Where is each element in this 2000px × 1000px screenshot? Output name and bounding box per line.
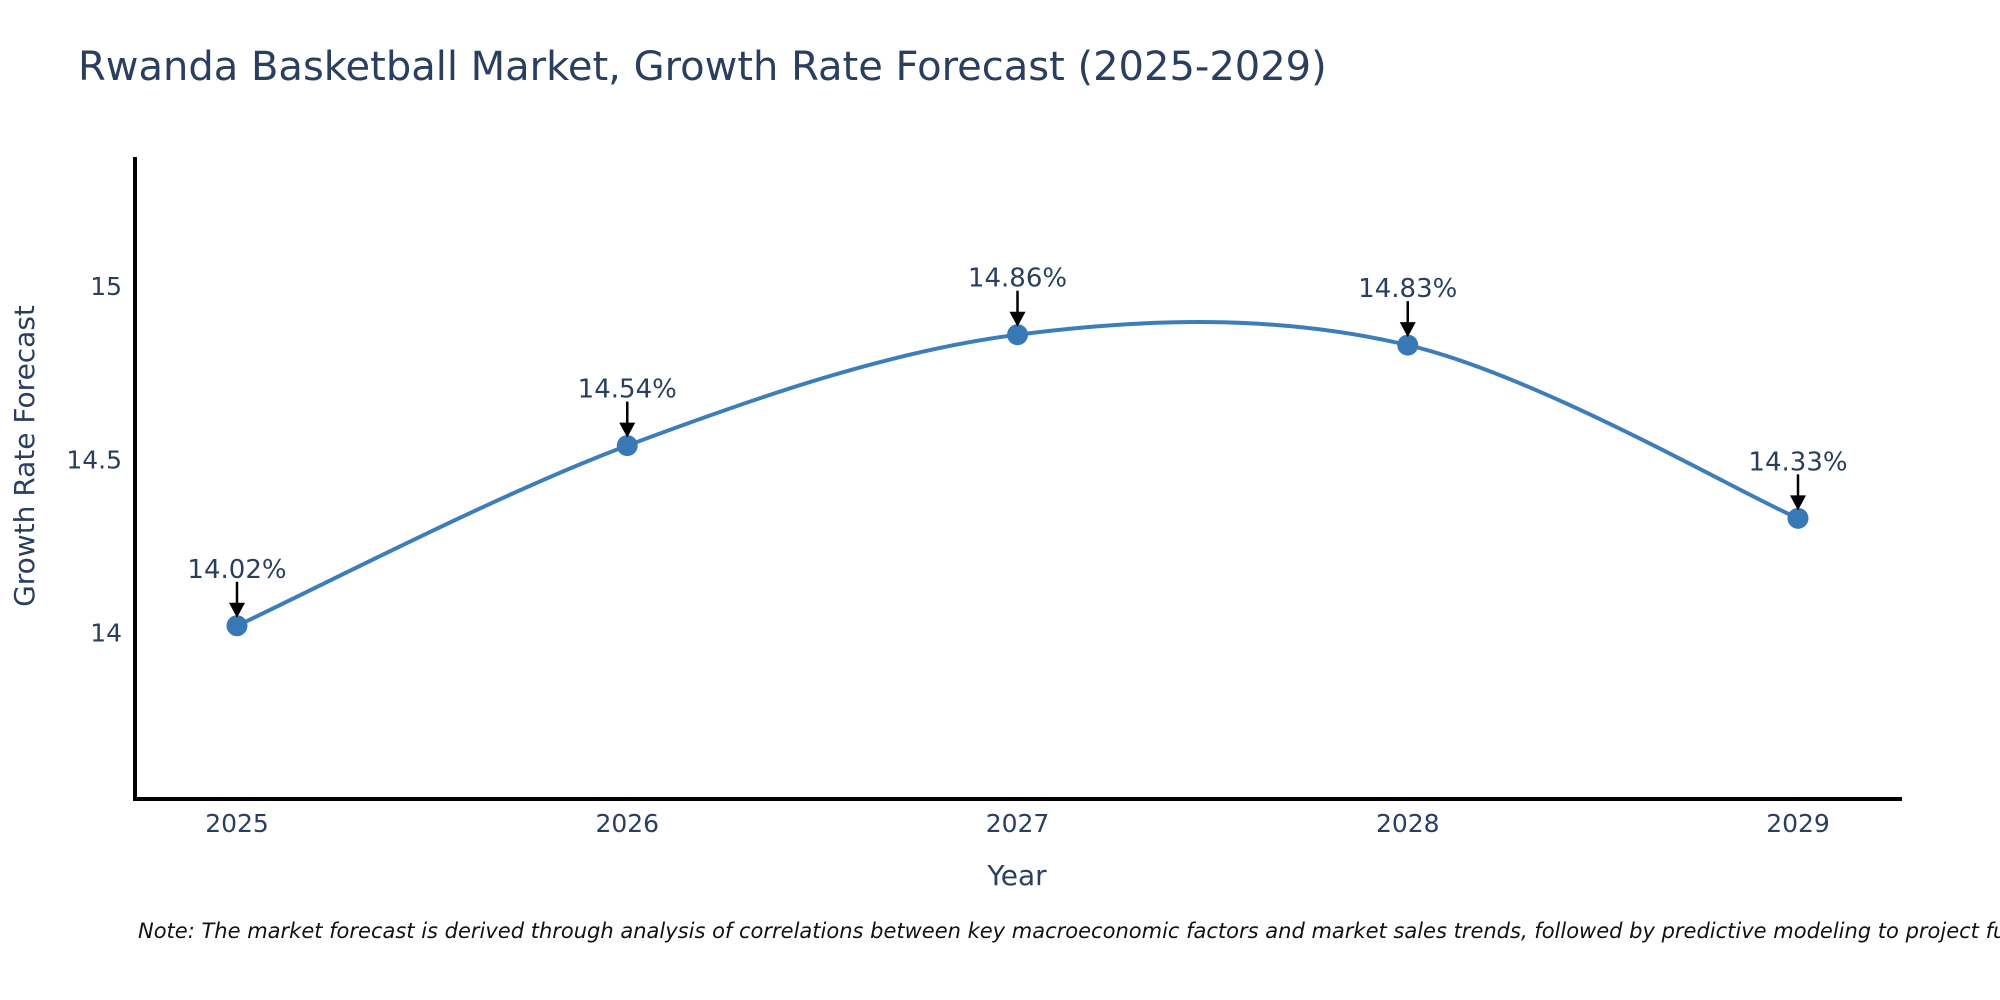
plot-layer: 14 14.5 15 2025 2026 2027 2028 2029 14.02% 14.54%… [66,264,1847,838]
data-point-marker [1007,324,1028,346]
annotation-arrowhead [229,602,245,618]
x-tick-label: 2027 [986,809,1050,838]
annotation-arrowhead [1009,311,1026,327]
data-point-label: 14.86% [968,264,1067,294]
x-tick-label: 2029 [1766,809,1830,838]
x-axis-title: Year [986,859,1047,892]
forecast-line [236,320,1799,628]
x-tick-label: 2028 [1376,809,1440,838]
y-axis-title: Growth Rate Forecast [8,305,41,607]
y-tick-label: 15 [90,272,122,301]
chart-title: Rwanda Basketball Market, Growth Rate Fo… [78,44,1327,90]
data-point-label: 14.02% [187,555,286,585]
footnote: Note: The market forecast is derived thr… [138,919,2000,943]
annotation-arrowhead [1399,322,1416,338]
annotation-arrowhead [619,422,636,438]
data-point-label: 14.54% [578,375,677,405]
x-tick-label: 2026 [595,809,659,838]
data-point-label: 14.83% [1358,274,1457,304]
annotation-arrowhead [1790,495,1806,511]
data-point-marker [226,615,248,637]
data-point-label: 14.33% [1748,447,1847,477]
x-tick-label: 2025 [205,809,269,838]
data-point-marker [1397,334,1419,356]
data-point-marker [1787,507,1809,529]
y-tick-label: 14 [90,619,122,648]
data-point-marker [616,435,638,457]
y-tick-label: 14.5 [66,445,122,474]
